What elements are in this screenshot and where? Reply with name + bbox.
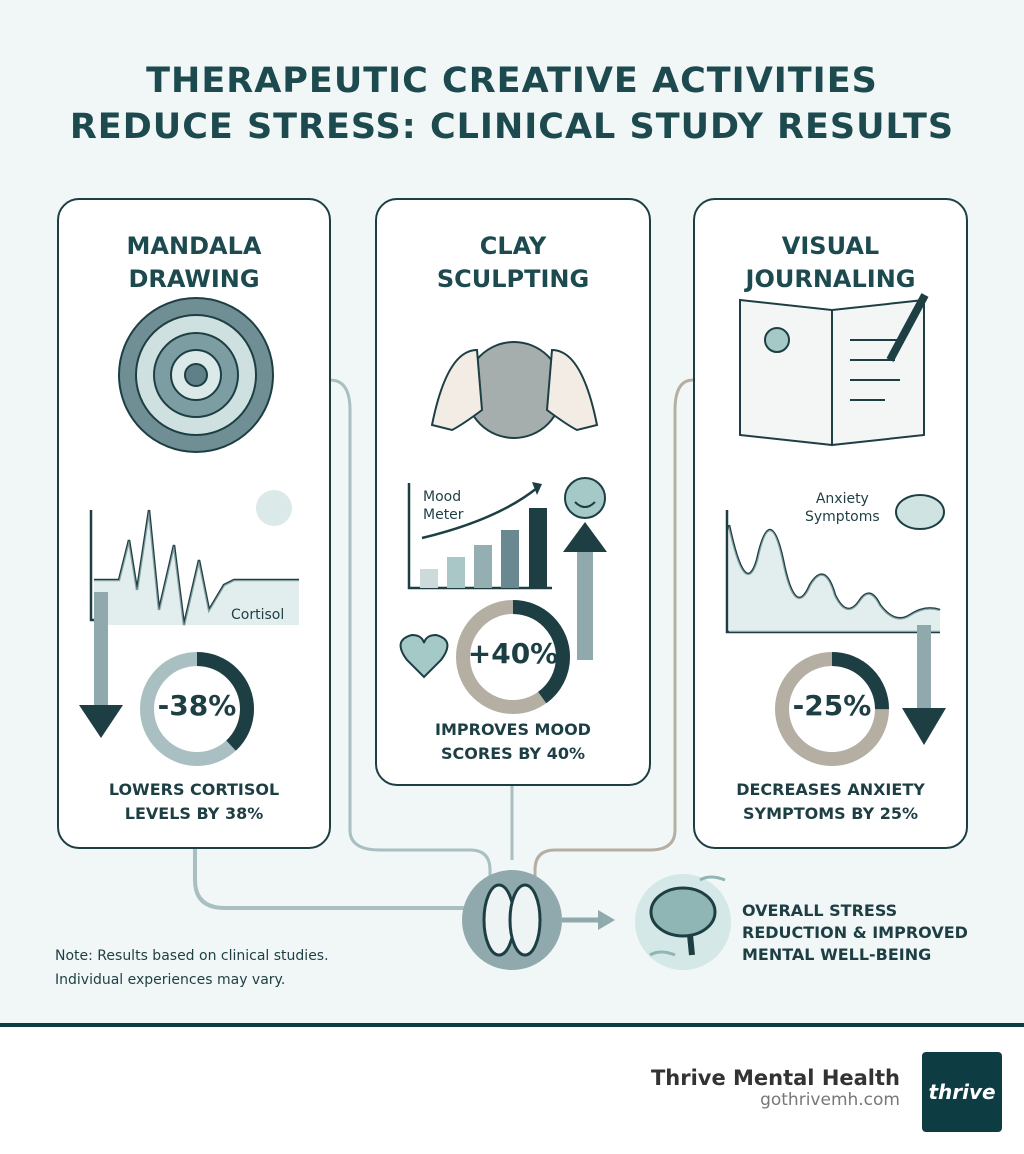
arrow-down-icon bbox=[902, 625, 946, 745]
footer-divider bbox=[0, 1023, 1024, 1027]
thought-cloud-icon bbox=[895, 494, 945, 530]
card-title: CLAY SCULPTING bbox=[436, 232, 590, 293]
card-title: MANDALA DRAWING bbox=[126, 232, 262, 293]
card-caption: LOWERS CORTISOL LEVELS BY 38% bbox=[108, 780, 280, 823]
cortisol-chart bbox=[89, 490, 299, 626]
chart-label: Mood Meter bbox=[423, 489, 464, 523]
card-caption: DECREASES ANXIETY SYMPTOMS BY 25% bbox=[736, 780, 925, 823]
percent-value: +40% bbox=[467, 637, 559, 670]
brand-name: Thrive Mental Health bbox=[650, 1066, 900, 1090]
anxiety-chart bbox=[725, 494, 945, 634]
donut-fill bbox=[140, 652, 254, 766]
card-caption: IMPROVES MOOD SCORES BY 40% bbox=[435, 720, 591, 763]
card-visual-journaling: VISUAL JOURNALING Anxiety Symptoms -25% DE… bbox=[693, 198, 968, 849]
heart-rate-icon bbox=[399, 633, 449, 679]
title-line-1: THERAPEUTIC CREATIVE ACTIVITIES bbox=[146, 61, 878, 101]
thrive-logo: thrive bbox=[922, 1052, 1002, 1132]
arrow-right-icon bbox=[598, 910, 615, 930]
journal-card-graphics bbox=[725, 293, 946, 766]
card-clay-sculpting: CLAY SCULPTING Mood Meter +40% IMPROVES MO… bbox=[375, 198, 651, 786]
brand-url[interactable]: gothrivemh.com bbox=[760, 1090, 900, 1110]
arrow-up-icon bbox=[563, 522, 607, 660]
donut-gauge bbox=[456, 600, 570, 714]
disclaimer-note: Note: Results based on clinical studies.… bbox=[55, 948, 329, 988]
donut-gauge bbox=[775, 652, 889, 766]
result-brain-icon bbox=[635, 874, 731, 970]
clay-card-graphics bbox=[399, 341, 607, 714]
title-line-2: REDUCE STRESS: CLINICAL STUDY RESULTS bbox=[69, 107, 955, 147]
donut-fill bbox=[456, 600, 570, 714]
chart-label: Anxiety Symptoms bbox=[805, 491, 880, 525]
mandala-card-graphics bbox=[79, 297, 299, 766]
percent-value: -38% bbox=[157, 689, 237, 722]
page-title: THERAPEUTIC CREATIVE ACTIVITIES REDUCE S… bbox=[0, 58, 1024, 150]
chart-label: Cortisol bbox=[231, 607, 285, 623]
open-journal-icon bbox=[739, 293, 929, 447]
mandala-icon bbox=[118, 297, 274, 453]
brand-block: Thrive Mental Health gothrivemh.com bbox=[651, 1066, 900, 1110]
card-title: VISUAL JOURNALING bbox=[745, 232, 916, 293]
clay-hands-icon bbox=[430, 341, 599, 439]
arrow-down-icon bbox=[79, 592, 123, 738]
donut-fill bbox=[775, 652, 889, 766]
smiley-icon bbox=[564, 477, 606, 519]
card-mandala-drawing: MANDALA DRAWING Cortisol -38% LOWERS CORT… bbox=[57, 198, 331, 849]
mood-meter-chart bbox=[407, 482, 552, 590]
donut-gauge bbox=[140, 652, 254, 766]
center-brain-icon bbox=[462, 870, 562, 970]
connector-lines bbox=[193, 378, 731, 970]
brain-wave-icon bbox=[256, 490, 292, 526]
percent-value: -25% bbox=[792, 689, 872, 722]
overall-result-text: OVERALL STRESS REDUCTION & IMPROVED MENTAL… bbox=[742, 901, 968, 964]
